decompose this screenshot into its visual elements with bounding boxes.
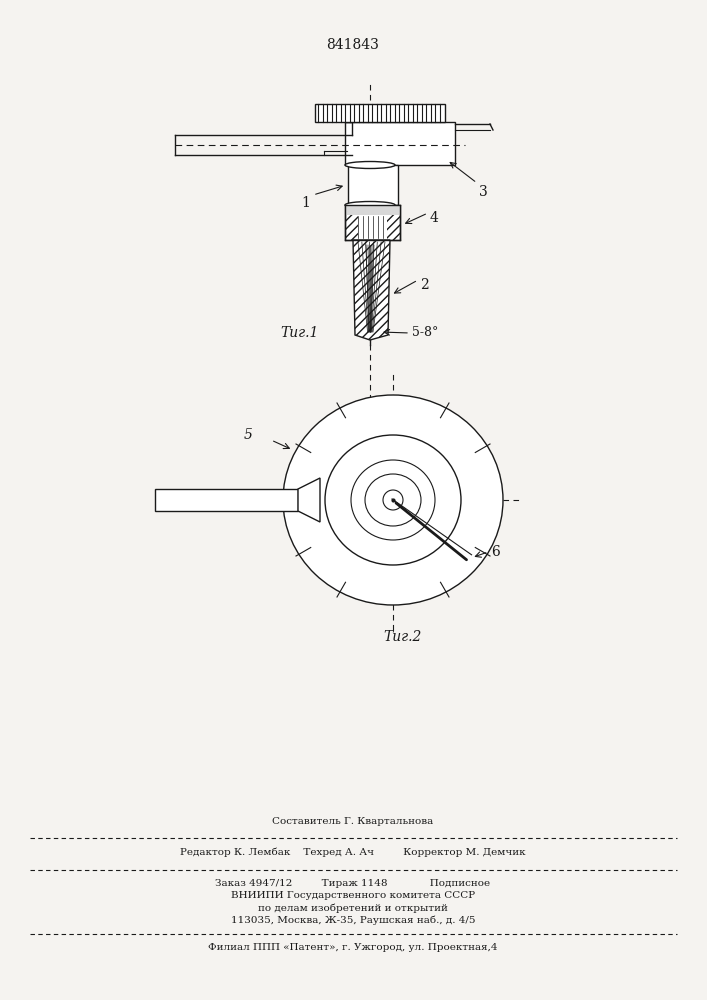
Ellipse shape [345, 202, 395, 209]
Bar [155, 489, 298, 511]
Bar [345, 205, 358, 240]
Text: 4: 4 [430, 211, 439, 225]
Text: Τиг.1: Τиг.1 [281, 326, 319, 340]
Ellipse shape [283, 395, 503, 605]
Text: 5-8°: 5-8° [412, 326, 438, 338]
Text: 2: 2 [420, 278, 428, 292]
Text: Составитель Г. Квартальнова: Составитель Г. Квартальнова [272, 818, 433, 826]
Polygon shape [298, 478, 320, 522]
Text: 113035, Москва, Ж-35, Раушская наб., д. 4/5: 113035, Москва, Ж-35, Раушская наб., д. … [230, 915, 475, 925]
Text: 841843: 841843 [327, 38, 380, 52]
Polygon shape [353, 240, 390, 340]
Text: по делам изобретений и открытий: по делам изобретений и открытий [258, 903, 448, 913]
Text: ВНИИПИ Государственного комитета СССР: ВНИИПИ Государственного комитета СССР [231, 892, 475, 900]
Text: 3: 3 [479, 185, 488, 199]
Ellipse shape [365, 474, 421, 526]
Ellipse shape [345, 161, 395, 168]
Ellipse shape [351, 460, 435, 540]
Bar [348, 165, 398, 205]
Bar [315, 104, 445, 122]
Text: 6: 6 [491, 545, 501, 559]
Text: Редактор К. Лембак    Техред А. Ач         Корректор М. Демчик: Редактор К. Лембак Техред А. Ач Корректо… [180, 847, 526, 857]
Bar [387, 205, 400, 240]
Text: Филиал ППП «Патент», г. Ужгород, ул. Проектная,4: Филиал ППП «Патент», г. Ужгород, ул. Про… [209, 944, 498, 952]
Ellipse shape [325, 435, 461, 565]
Bar [345, 205, 400, 240]
Text: Τиг.2: Τиг.2 [384, 630, 422, 644]
Text: Заказ 4947/12         Тираж 1148             Подписное: Заказ 4947/12 Тираж 1148 Подписное [216, 880, 491, 888]
Text: 1: 1 [301, 196, 310, 210]
Bar [345, 205, 400, 215]
Ellipse shape [383, 490, 403, 510]
Text: 5: 5 [244, 428, 253, 442]
Bar [345, 122, 455, 165]
